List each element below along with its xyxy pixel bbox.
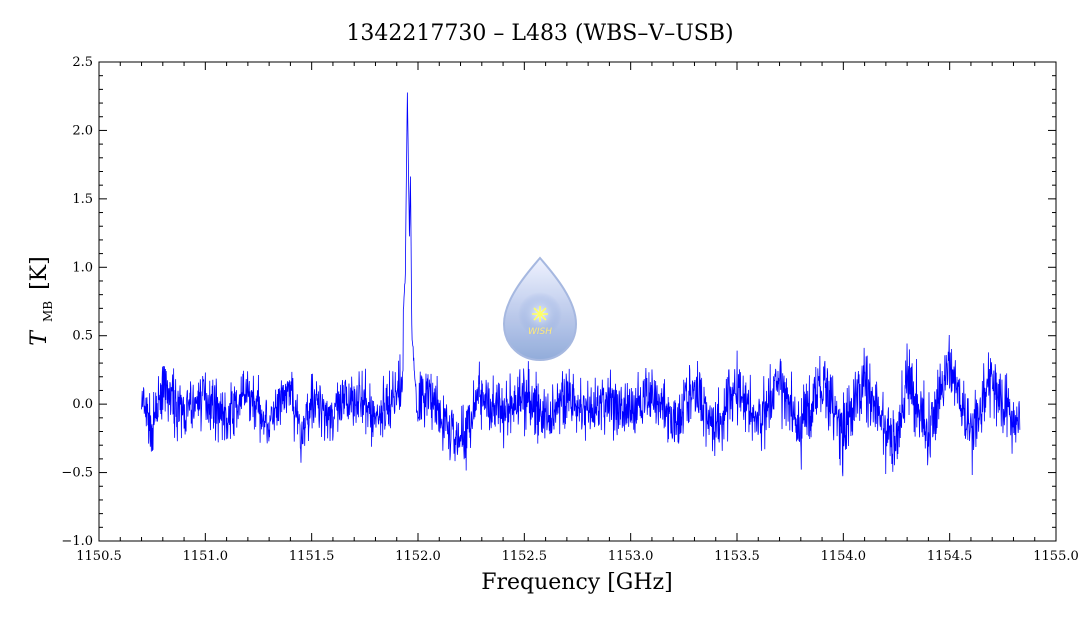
- y-tick-label: 2.0: [72, 123, 93, 138]
- y-axis-label: T MB [K]: [27, 256, 58, 345]
- logo-text: WISH: [528, 327, 552, 337]
- x-tick-label: 1154.0: [821, 549, 867, 564]
- y-tick-label: 2.5: [72, 55, 93, 70]
- svg-text:T MB [K]: T MB [K]: [27, 256, 58, 345]
- plot-area: [141, 92, 1021, 477]
- plot-frame: [98, 61, 1057, 542]
- series-line-spectrum: [141, 92, 1021, 477]
- y-axis-ticks: −1.0 −0.5 0.0 0.5 1.0 1.5 2.0 2.5: [61, 55, 1056, 549]
- x-tick-label: 1152.0: [395, 549, 441, 564]
- x-axis-label: Frequency [GHz]: [481, 570, 673, 595]
- x-tick-label: 1152.5: [502, 549, 548, 564]
- y-axis-label-subscript: MB: [41, 301, 55, 322]
- y-tick-label: 1.0: [72, 260, 93, 275]
- x-tick-label: 1155.0: [1033, 549, 1079, 564]
- x-tick-label: 1154.5: [927, 549, 973, 564]
- y-tick-label: −0.5: [61, 466, 93, 481]
- chart-title: 1342217730 – L483 (WBS–V–USB): [346, 21, 733, 46]
- x-tick-label: 1151.5: [289, 549, 335, 564]
- y-axis-label-unit: [K]: [27, 256, 52, 290]
- x-tick-label: 1150.5: [76, 549, 122, 564]
- y-tick-label: 1.5: [72, 192, 93, 207]
- x-tick-label: 1153.0: [608, 549, 654, 564]
- x-axis-ticks: 1150.5 1151.0 1151.5 1152.0 1152.5 1153.0 1153…: [76, 62, 1079, 564]
- y-axis-label-symbol: T: [27, 329, 52, 346]
- x-tick-label: 1151.0: [183, 549, 229, 564]
- star-icon: [532, 306, 548, 322]
- y-tick-label: 0.0: [72, 397, 93, 412]
- x-tick-label: 1153.5: [714, 549, 760, 564]
- y-tick-label: −1.0: [61, 534, 93, 549]
- wish-logo: WISH: [502, 256, 578, 362]
- y-tick-label: 0.5: [72, 329, 93, 344]
